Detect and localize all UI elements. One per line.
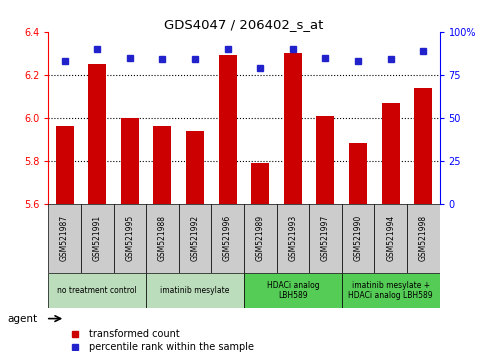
Bar [244,204,277,273]
Bar [382,103,399,204]
Text: HDACi analog
LBH589: HDACi analog LBH589 [267,281,319,300]
Bar [186,131,204,204]
Bar [56,126,73,204]
Text: GSM521993: GSM521993 [288,215,298,261]
Bar [219,56,237,204]
Text: GSM521997: GSM521997 [321,215,330,261]
Text: percentile rank within the sample: percentile rank within the sample [89,342,255,352]
Bar [276,204,309,273]
Bar [212,204,244,273]
Bar [309,204,342,273]
Text: imatinib mesylate +
HDACi analog LBH589: imatinib mesylate + HDACi analog LBH589 [348,281,433,300]
Text: GSM521995: GSM521995 [125,215,134,261]
Text: transformed count: transformed count [89,329,180,339]
Text: GSM521990: GSM521990 [354,215,363,261]
Bar [244,273,342,308]
Bar [48,204,81,273]
Bar [146,204,179,273]
Text: GSM521992: GSM521992 [190,215,199,261]
Bar [179,204,212,273]
Bar [349,143,367,204]
Text: GSM521987: GSM521987 [60,215,69,261]
Bar [48,273,146,308]
Text: imatinib mesylate: imatinib mesylate [160,286,230,295]
Bar [146,273,244,308]
Bar [81,204,114,273]
Text: GSM521989: GSM521989 [256,215,265,261]
Bar [114,204,146,273]
Bar [316,115,334,204]
Bar [284,53,302,204]
Text: agent: agent [7,314,37,324]
Text: no treatment control: no treatment control [57,286,137,295]
Bar [342,204,374,273]
Text: GSM521994: GSM521994 [386,215,395,261]
Title: GDS4047 / 206402_s_at: GDS4047 / 206402_s_at [164,18,324,31]
Bar [251,163,269,204]
Text: GSM521996: GSM521996 [223,215,232,261]
Bar [88,64,106,204]
Text: GSM521988: GSM521988 [158,215,167,261]
Bar [414,88,432,204]
Bar [121,118,139,204]
Text: GSM521998: GSM521998 [419,215,428,261]
Bar [407,204,440,273]
Text: GSM521991: GSM521991 [93,215,102,261]
Bar [342,273,440,308]
Bar [374,204,407,273]
Bar [154,126,171,204]
